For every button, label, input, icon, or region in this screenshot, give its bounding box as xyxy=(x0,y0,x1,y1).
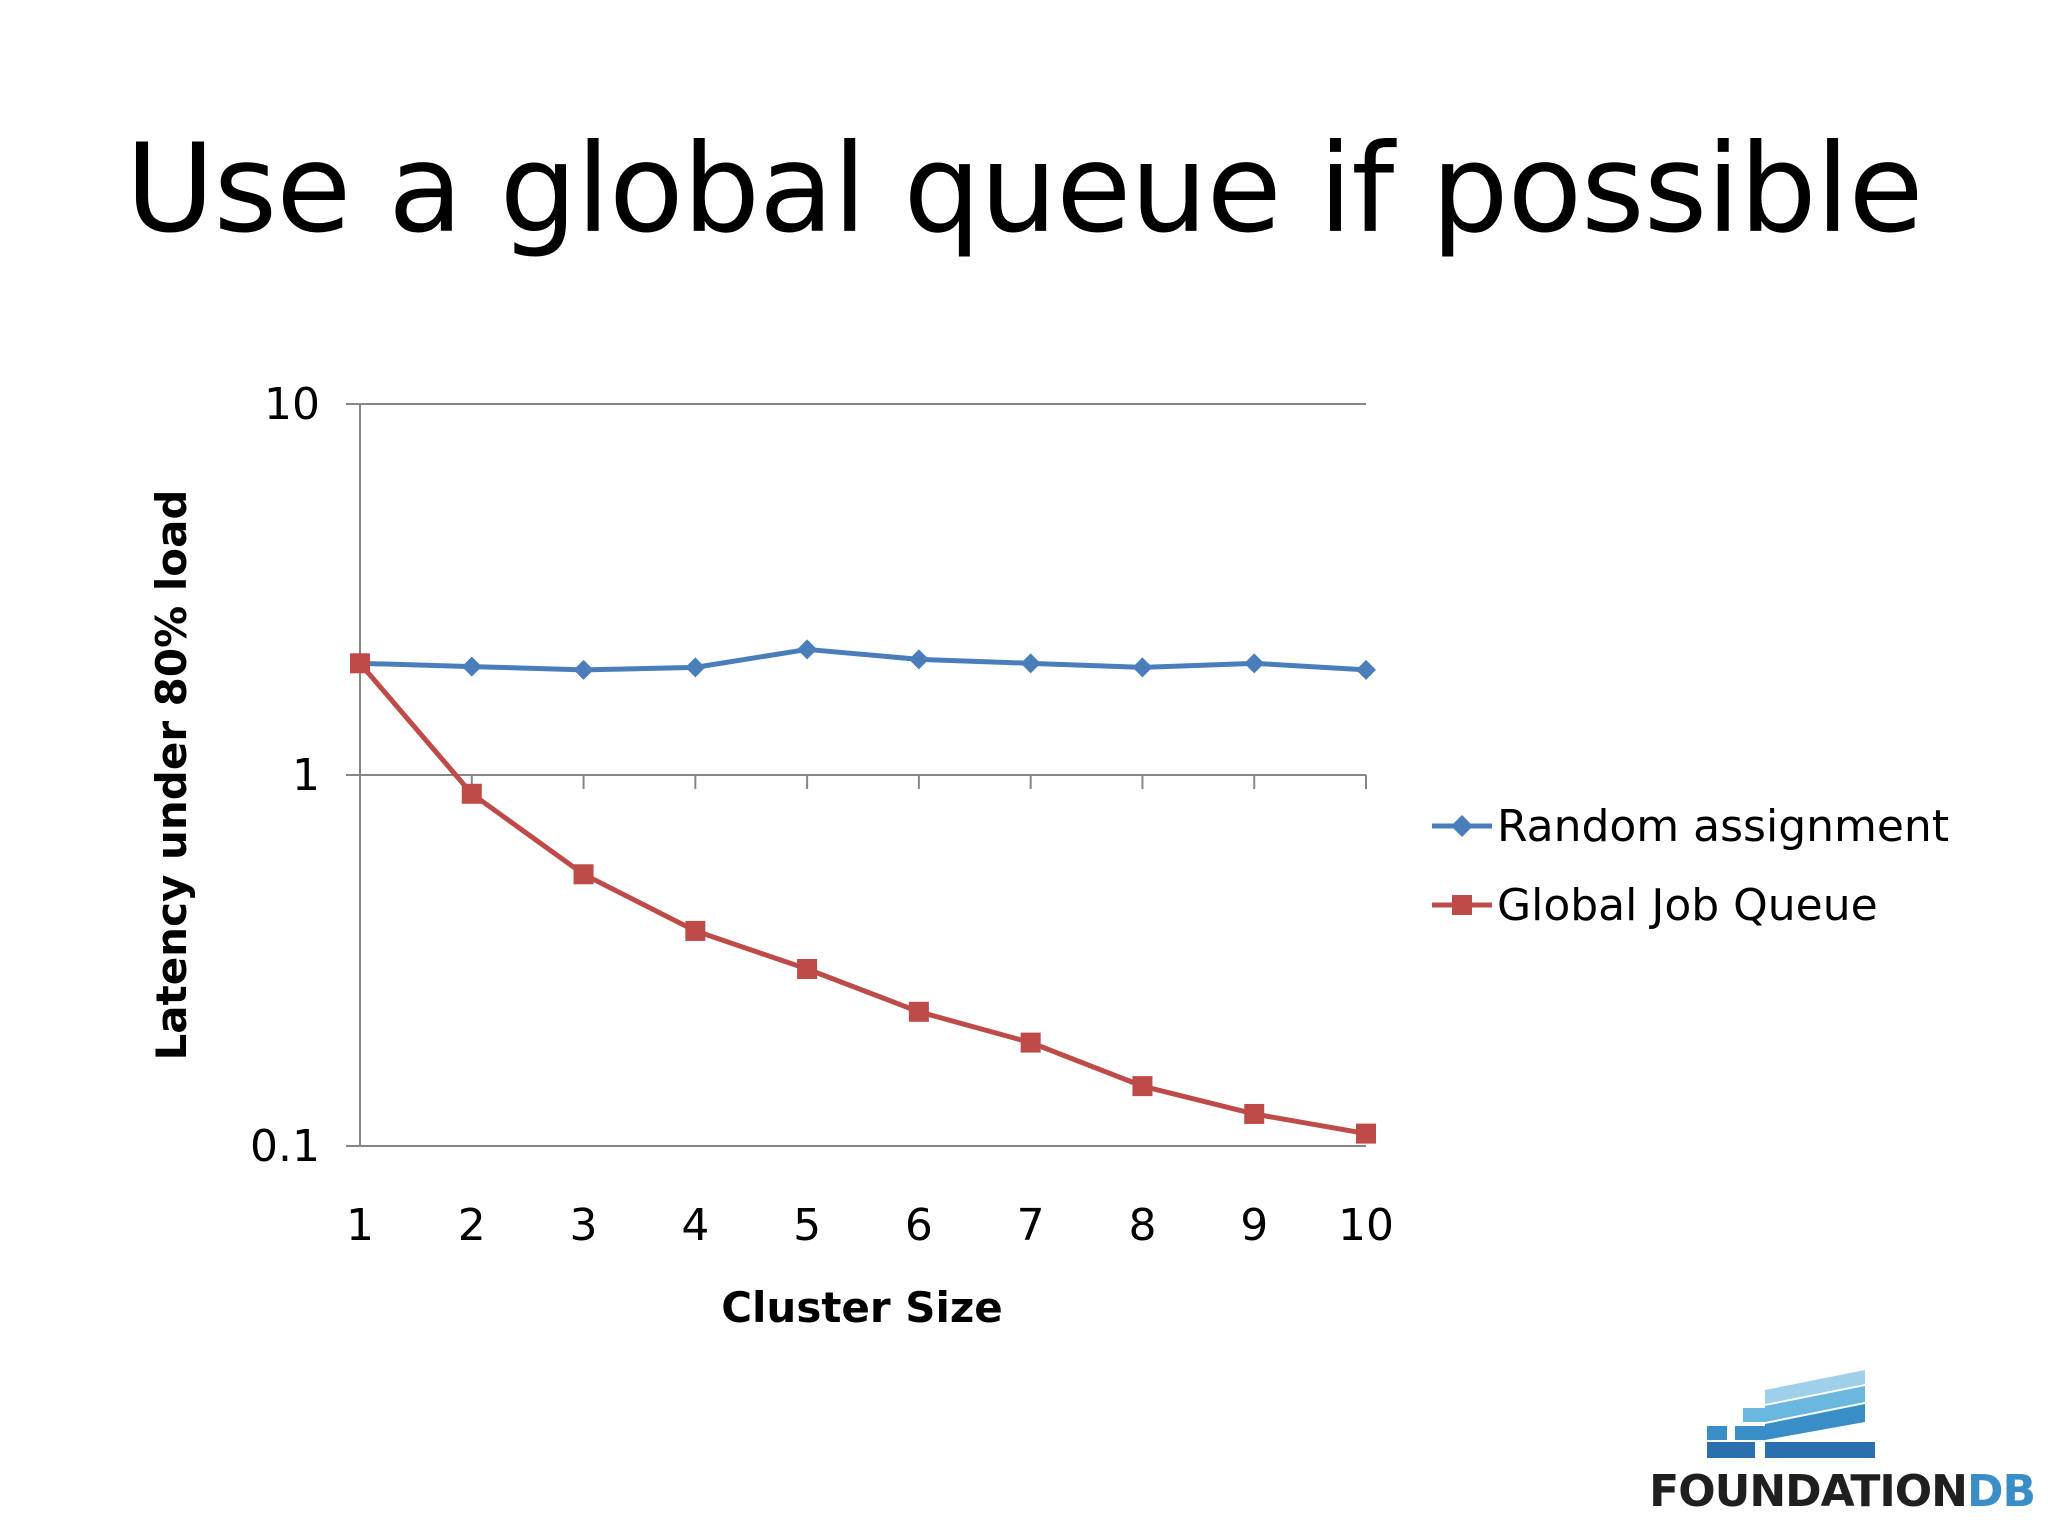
data-point-global xyxy=(1132,1076,1153,1097)
y-tick-label: 10 xyxy=(264,379,320,430)
logo-wordmark: FOUNDATIONDB xyxy=(1615,1466,2036,1517)
x-tick-label: 1 xyxy=(346,1200,374,1251)
plot-area: 10 1 0.1 1 2 3 4 5 6 7 8 9 10 xyxy=(250,379,1394,1251)
x-tick-label: 5 xyxy=(793,1200,821,1251)
x-tick-label: 2 xyxy=(458,1200,486,1251)
data-point-global xyxy=(685,920,706,941)
data-point-random xyxy=(797,639,818,660)
logo-wordmark-accent: DB xyxy=(1966,1466,2036,1517)
legend-label-random: Random assignment xyxy=(1497,801,1949,852)
data-point-random xyxy=(1020,653,1041,674)
data-point-global xyxy=(797,958,818,979)
data-point-random xyxy=(1244,653,1265,674)
data-point-random xyxy=(1356,659,1376,680)
building-logo-icon xyxy=(1707,1370,1875,1458)
y-axis-title: Latency under 80% load xyxy=(147,490,196,1061)
data-point-random xyxy=(908,649,929,670)
legend-marker-random xyxy=(1451,815,1473,837)
data-point-global xyxy=(1244,1103,1265,1124)
data-point-global xyxy=(350,653,370,674)
data-point-global xyxy=(461,783,482,804)
legend-marker-global xyxy=(1452,895,1472,915)
y-tick-label: 1 xyxy=(292,750,320,801)
legend-item-global: Global Job Queue xyxy=(1432,880,1878,931)
data-point-random xyxy=(685,657,706,678)
x-tick-label: 4 xyxy=(681,1200,709,1251)
data-point-random xyxy=(461,656,482,677)
x-tick-label: 8 xyxy=(1128,1200,1156,1251)
data-point-global xyxy=(908,1001,929,1022)
slide-title: Use a global queue if possible xyxy=(125,118,1923,260)
data-point-global xyxy=(1356,1123,1376,1144)
data-point-global xyxy=(1020,1032,1041,1053)
data-point-global xyxy=(573,864,594,885)
x-tick-label: 10 xyxy=(1338,1200,1394,1251)
x-tick-label: 6 xyxy=(905,1200,933,1251)
series-line-random xyxy=(359,646,1367,673)
y-tick-label: 0.1 xyxy=(250,1121,320,1172)
legend: Random assignment Global Job Queue xyxy=(1432,801,1949,931)
logo-wordmark-main: FOUNDATION xyxy=(1649,1466,1968,1517)
series-line-global xyxy=(358,661,1367,1137)
foundationdb-logo: FOUNDATIONDB xyxy=(1615,1370,2036,1520)
x-tick-label: 7 xyxy=(1017,1200,1045,1251)
x-tick-label: 9 xyxy=(1240,1200,1268,1251)
data-point-random xyxy=(1132,657,1153,678)
legend-item-random: Random assignment xyxy=(1432,801,1949,852)
data-point-random xyxy=(573,659,594,680)
legend-label-global: Global Job Queue xyxy=(1497,880,1878,931)
x-axis-title: Cluster Size xyxy=(721,1283,1003,1332)
x-tick-label: 3 xyxy=(570,1200,598,1251)
